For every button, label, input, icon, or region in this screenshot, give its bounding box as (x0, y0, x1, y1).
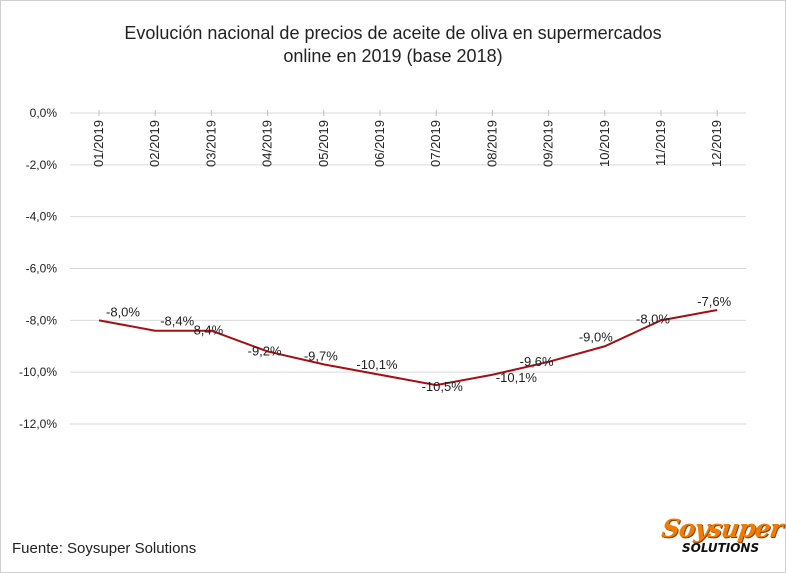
x-tick-label: 05/2019 (316, 120, 331, 167)
data-label: -9,6% (520, 354, 554, 369)
data-label: -10,1% (496, 370, 538, 385)
chart-title-line1: Evolución nacional de precios de aceite … (124, 23, 662, 43)
logo-sub-text: SOLUTIONS (682, 541, 760, 555)
data-label: 8,4% (194, 323, 224, 338)
chart-title-line2: online en 2019 (base 2018) (283, 46, 503, 66)
data-label: -10,1% (356, 357, 398, 372)
x-tick-label: 03/2019 (203, 120, 218, 167)
x-tick-label: 07/2019 (428, 120, 443, 167)
y-tick-label: -2,0% (26, 158, 58, 172)
chart-title: Evolución nacional de precios de aceite … (0, 22, 786, 68)
y-tick-label: -6,0% (26, 262, 58, 276)
data-label: -8,0% (636, 311, 670, 326)
x-tick-label: 09/2019 (541, 120, 556, 167)
x-tick-label: 01/2019 (91, 120, 106, 167)
data-label: -9,7% (304, 348, 338, 363)
y-tick-label: -10,0% (19, 365, 57, 379)
x-tick-label: 12/2019 (709, 120, 724, 167)
y-tick-label: -4,0% (26, 210, 58, 224)
x-tick-label: 02/2019 (147, 120, 162, 167)
x-tick-label: 08/2019 (484, 120, 499, 167)
data-label: -10,5% (422, 379, 464, 394)
logo-main-text: Soysuper (659, 514, 785, 543)
data-label: -8,4% (160, 314, 194, 329)
x-tick-label: 10/2019 (597, 120, 612, 167)
data-label: -9,2% (248, 343, 282, 358)
data-label: -7,6% (697, 294, 731, 309)
soysuper-logo: Soysuper SOLUTIONS (660, 514, 784, 560)
x-tick-label: 06/2019 (372, 120, 387, 167)
y-tick-label: 0,0% (30, 106, 58, 120)
x-tick-label: 04/2019 (260, 120, 275, 167)
y-tick-label: -8,0% (26, 313, 58, 327)
series-line (98, 308, 718, 387)
x-tick-label: 11/2019 (653, 120, 668, 166)
data-label: -8,0% (106, 304, 140, 319)
source-note: Fuente: Soysuper Solutions (12, 540, 197, 557)
data-label: -9,0% (579, 329, 613, 344)
y-tick-label: -12,0% (19, 417, 57, 431)
